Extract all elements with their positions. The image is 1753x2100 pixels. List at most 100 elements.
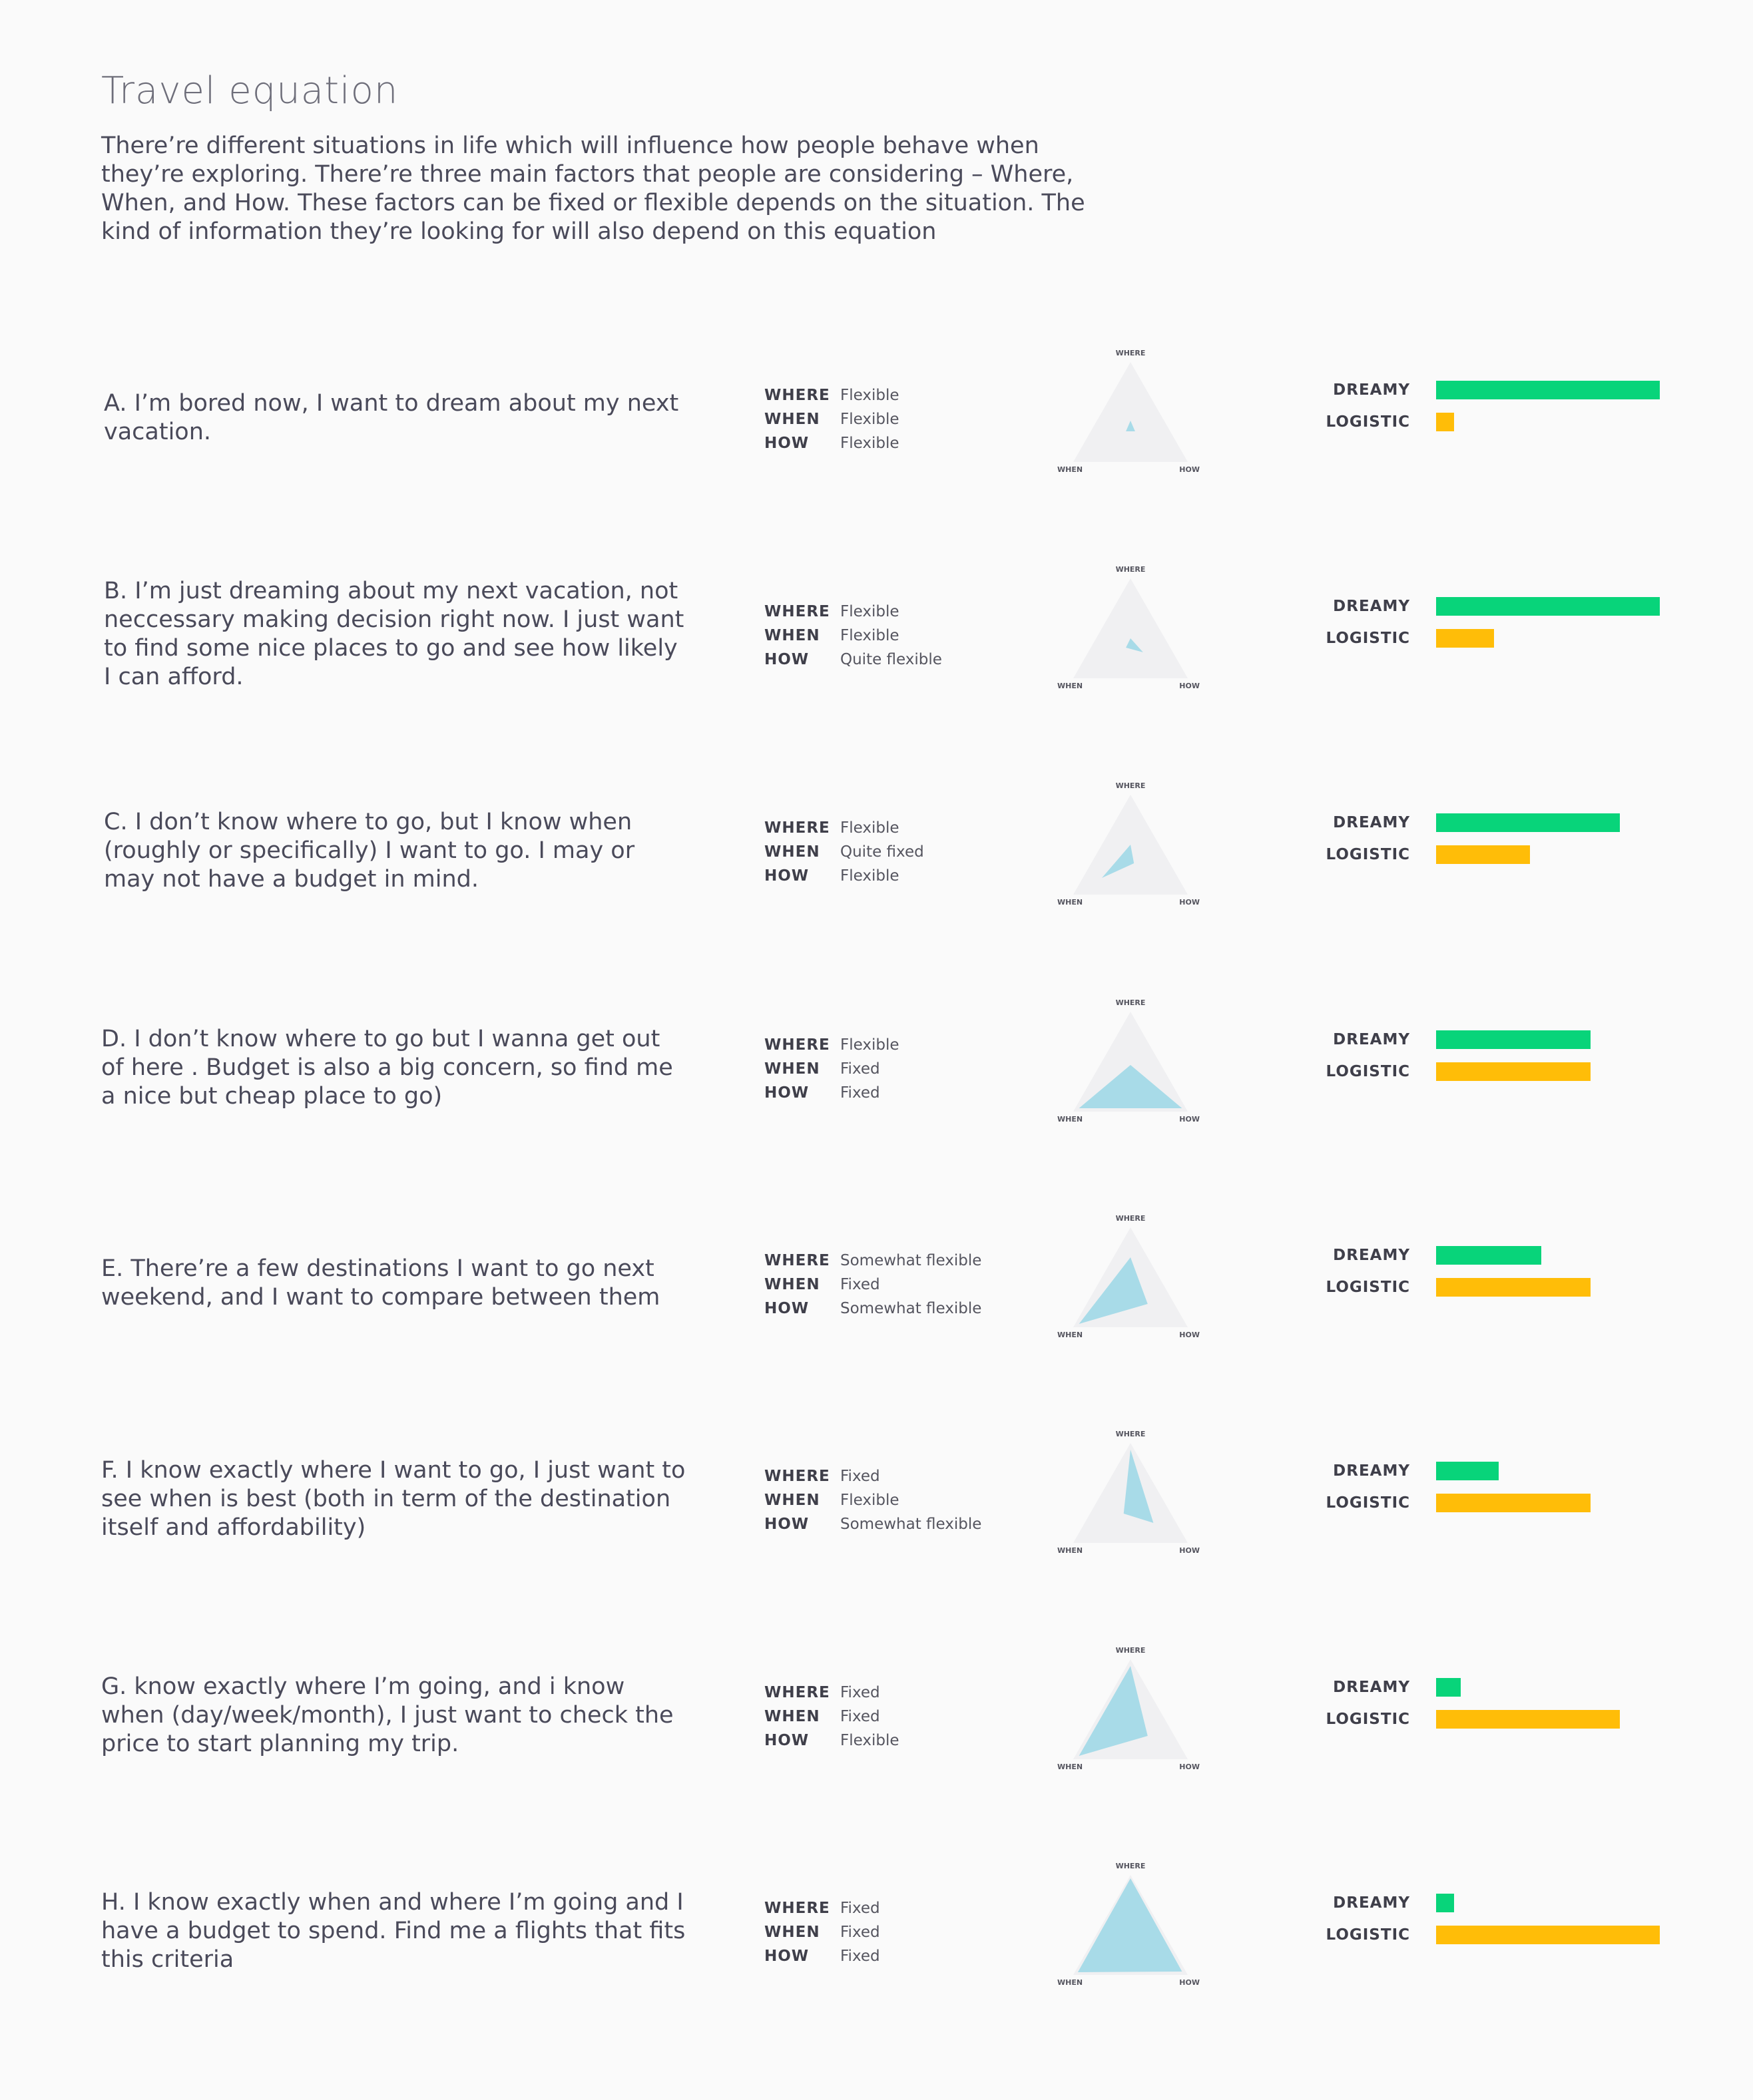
factor-how-value: Fixed <box>840 1948 880 1965</box>
radar-axis-how: HOW <box>1179 898 1200 907</box>
factor-how-label: HOW <box>764 1084 810 1102</box>
radar-axis-when: WHEN <box>1057 1763 1083 1771</box>
radar-chart: WHERE WHEN HOW <box>1025 556 1225 702</box>
dreamy-bar <box>1436 813 1660 832</box>
scenario-row: D. I don’t know where to go but I wanna … <box>0 981 1753 1196</box>
factor-how-label: HOW <box>764 867 810 885</box>
scenario-description: F. I know exactly where I want to go, I … <box>101 1456 686 1541</box>
scenario-row: B. I’m just dreaming about my next vacat… <box>0 548 1753 763</box>
logistic-bar-fill <box>1436 413 1454 431</box>
radar-axis-where: WHERE <box>1116 998 1146 1007</box>
radar-axis-when: WHEN <box>1057 1331 1083 1339</box>
dreamy-bar-fill <box>1436 1246 1541 1265</box>
dreamy-label: DREAMY <box>1333 1247 1410 1264</box>
factor-when-value: Quite fixed <box>840 843 924 861</box>
radar-triangle-background <box>1073 1012 1188 1112</box>
factor-where-value: Flexible <box>840 603 899 620</box>
factor-where-label: WHERE <box>764 1684 830 1701</box>
factor-where-value: Flexible <box>840 387 899 404</box>
dreamy-bar-fill <box>1436 381 1660 399</box>
radar-triangle-background <box>1073 362 1188 462</box>
factor-when-label: WHEN <box>764 1708 820 1725</box>
dreamy-label: DREAMY <box>1333 598 1410 615</box>
factor-how-label: HOW <box>764 1516 810 1533</box>
factor-where-label: WHERE <box>764 1252 830 1269</box>
dreamy-label: DREAMY <box>1333 1031 1410 1048</box>
logistic-bar <box>1436 1278 1660 1297</box>
scenario-description: E. There’re a few destinations I want to… <box>101 1255 660 1311</box>
logistic-bar-fill <box>1436 1062 1591 1081</box>
factor-where-label: WHERE <box>764 387 830 404</box>
factor-how-value: Quite flexible <box>840 651 942 668</box>
radar-axis-how: HOW <box>1179 682 1200 690</box>
logistic-bar <box>1436 1926 1660 1944</box>
factor-when-label: WHEN <box>764 1060 820 1078</box>
scenario-description: D. I don’t know where to go but I wanna … <box>101 1025 673 1110</box>
factor-when-value: Fixed <box>840 1060 880 1078</box>
dreamy-bar <box>1436 1894 1660 1912</box>
factor-where-label: WHERE <box>764 603 830 620</box>
radar-axis-where: WHERE <box>1116 781 1146 790</box>
dreamy-bar-fill <box>1436 1678 1461 1697</box>
radar-chart: WHERE WHEN HOW <box>1025 339 1225 486</box>
radar-value-shape <box>1079 1065 1182 1108</box>
radar-chart: WHERE WHEN HOW <box>1025 1420 1225 1567</box>
radar-triangle-background <box>1073 578 1188 678</box>
dreamy-label: DREAMY <box>1333 1894 1410 1912</box>
logistic-label: LOGISTIC <box>1326 1926 1410 1944</box>
logistic-bar-fill <box>1436 1710 1620 1729</box>
logistic-bar-fill <box>1436 1926 1660 1944</box>
logistic-bar <box>1436 1710 1660 1729</box>
logistic-label: LOGISTIC <box>1326 1279 1410 1296</box>
dreamy-bar <box>1436 381 1660 399</box>
radar-chart: WHERE WHEN HOW <box>1025 772 1225 919</box>
radar-axis-how: HOW <box>1179 1978 1200 1987</box>
radar-value-shape <box>1126 638 1143 652</box>
factor-where-value: Somewhat flexible <box>840 1252 982 1269</box>
factor-where-label: WHERE <box>764 1468 830 1485</box>
factor-how-label: HOW <box>764 1732 810 1749</box>
scenario-description: G. know exactly where I’m going, and i k… <box>101 1673 674 1757</box>
scenario-row: F. I know exactly where I want to go, I … <box>0 1412 1753 1627</box>
dreamy-label: DREAMY <box>1333 1679 1410 1696</box>
factor-where-value: Fixed <box>840 1684 880 1701</box>
factor-how-value: Somewhat flexible <box>840 1516 982 1533</box>
radar-value-shape <box>1123 1450 1154 1523</box>
factor-how-value: Flexible <box>840 867 899 885</box>
factor-when-value: Flexible <box>840 1492 899 1509</box>
scenario-description: C. I don’t know where to go, but I know … <box>104 808 635 893</box>
factor-when-value: Fixed <box>840 1708 880 1725</box>
dreamy-bar <box>1436 1030 1660 1049</box>
factor-where-label: WHERE <box>764 819 830 837</box>
dreamy-bar <box>1436 597 1660 616</box>
radar-value-shape <box>1079 1257 1148 1324</box>
page-title: Travel equation <box>101 69 399 112</box>
factor-where-label: WHERE <box>764 1036 830 1054</box>
dreamy-bar <box>1436 1678 1660 1697</box>
dreamy-bar-fill <box>1436 1030 1591 1049</box>
scenario-row: C. I don’t know where to go, but I know … <box>0 764 1753 979</box>
scenario-description: B. I’m just dreaming about my next vacat… <box>104 578 684 690</box>
scenario-row: E. There’re a few destinations I want to… <box>0 1197 1753 1412</box>
radar-axis-where: WHERE <box>1116 349 1146 357</box>
factor-when-label: WHEN <box>764 1276 820 1293</box>
factor-when-label: WHEN <box>764 1924 820 1941</box>
radar-axis-how: HOW <box>1179 1115 1200 1124</box>
dreamy-bar-fill <box>1436 597 1660 616</box>
radar-axis-how: HOW <box>1179 1546 1200 1555</box>
radar-axis-where: WHERE <box>1116 1862 1146 1870</box>
logistic-bar-fill <box>1436 629 1495 648</box>
dreamy-bar-fill <box>1436 813 1620 832</box>
dreamy-bar <box>1436 1246 1660 1265</box>
logistic-bar <box>1436 845 1660 864</box>
logistic-label: LOGISTIC <box>1326 630 1410 647</box>
dreamy-label: DREAMY <box>1333 381 1410 399</box>
factor-where-value: Fixed <box>840 1468 880 1485</box>
scenario-description: H. I know exactly when and where I’m goi… <box>101 1888 686 1973</box>
factor-where-value: Fixed <box>840 1900 880 1917</box>
radar-axis-how: HOW <box>1179 1331 1200 1339</box>
scenario-row: H. I know exactly when and where I’m goi… <box>0 1844 1753 2059</box>
logistic-label: LOGISTIC <box>1326 1494 1410 1512</box>
radar-value-shape <box>1126 421 1135 431</box>
scenario-description: A. I’m bored now, I want to dream about … <box>104 390 679 445</box>
